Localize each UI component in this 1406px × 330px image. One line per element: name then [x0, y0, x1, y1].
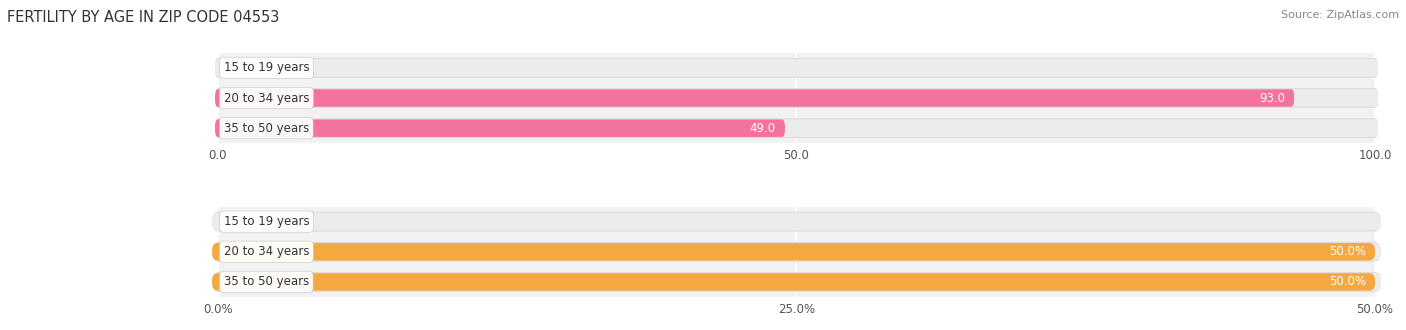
FancyBboxPatch shape — [212, 242, 1381, 262]
FancyBboxPatch shape — [212, 243, 1375, 260]
FancyBboxPatch shape — [215, 119, 1378, 137]
Text: 20 to 34 years: 20 to 34 years — [224, 91, 309, 105]
Text: 15 to 19 years: 15 to 19 years — [224, 61, 309, 74]
Text: 93.0: 93.0 — [1258, 91, 1285, 105]
Text: 49.0: 49.0 — [749, 122, 776, 135]
FancyBboxPatch shape — [215, 58, 1378, 78]
FancyBboxPatch shape — [212, 213, 1381, 230]
FancyBboxPatch shape — [212, 273, 1381, 291]
Text: 50.0%: 50.0% — [1329, 276, 1365, 288]
FancyBboxPatch shape — [212, 243, 1381, 260]
FancyBboxPatch shape — [215, 59, 1378, 77]
Text: 0.0%: 0.0% — [235, 215, 264, 228]
FancyBboxPatch shape — [212, 212, 1381, 232]
FancyBboxPatch shape — [215, 119, 785, 137]
FancyBboxPatch shape — [215, 88, 1378, 108]
Text: 15 to 19 years: 15 to 19 years — [224, 215, 309, 228]
Text: 35 to 50 years: 35 to 50 years — [224, 122, 309, 135]
Text: FERTILITY BY AGE IN ZIP CODE 04553: FERTILITY BY AGE IN ZIP CODE 04553 — [7, 10, 280, 25]
Text: 35 to 50 years: 35 to 50 years — [224, 276, 309, 288]
Text: 0.0: 0.0 — [235, 61, 254, 74]
FancyBboxPatch shape — [215, 89, 1294, 107]
FancyBboxPatch shape — [215, 89, 1378, 107]
Text: 20 to 34 years: 20 to 34 years — [224, 245, 309, 258]
FancyBboxPatch shape — [212, 272, 1381, 292]
FancyBboxPatch shape — [212, 273, 1375, 291]
FancyBboxPatch shape — [215, 118, 1378, 138]
Text: Source: ZipAtlas.com: Source: ZipAtlas.com — [1281, 10, 1399, 20]
Text: 50.0%: 50.0% — [1329, 245, 1365, 258]
